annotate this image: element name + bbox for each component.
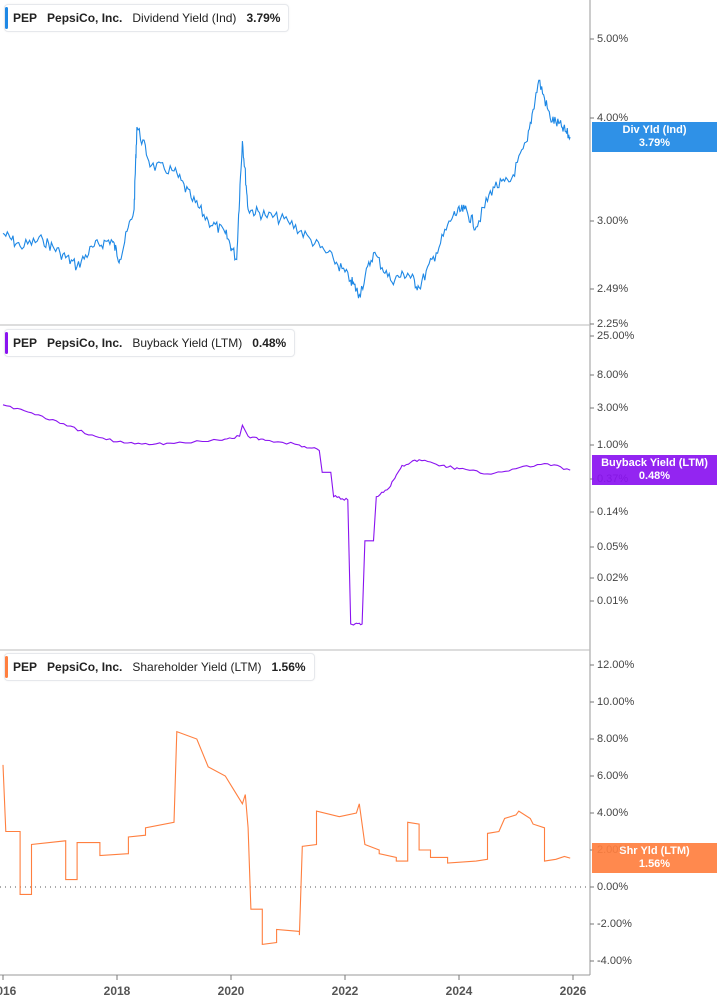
y-tick-label: -4.00%	[597, 955, 632, 967]
metric: Buyback Yield (LTM)	[132, 336, 243, 350]
y-tick-label: -2.00%	[597, 918, 632, 930]
shareholder-series-line	[2, 730, 571, 946]
price-tag-shareholder: Shr Yld (LTM) 1.56%	[592, 843, 717, 873]
company: PepsiCo, Inc.	[47, 660, 123, 674]
tag-value: 3.79%	[638, 137, 671, 149]
dividend-series-line	[2, 79, 571, 299]
buyback-series-line	[2, 404, 571, 626]
ticker: PEP	[13, 336, 38, 350]
tag-label: Div Yld (Ind)	[622, 124, 687, 136]
series-color-bar	[5, 7, 8, 29]
ticker: PEP	[13, 660, 38, 674]
x-tick-label: 2024	[445, 984, 473, 998]
price-tag-buyback: Buyback Yield (LTM) 0.48%	[592, 455, 717, 485]
x-tick-label: 2016	[0, 984, 17, 998]
y-tick-label: 2.49%	[597, 283, 629, 295]
y-tick-label: 6.00%	[597, 770, 629, 782]
y-tick-label: 0.01%	[597, 595, 629, 607]
y-tick-label: 0.14%	[597, 506, 629, 518]
y-tick-label: 8.00%	[597, 369, 629, 381]
y-tick-label: 0.02%	[597, 572, 629, 584]
value: 1.56%	[271, 660, 306, 674]
y-tick-label: 4.00%	[597, 807, 629, 819]
metric: Shareholder Yield (LTM)	[132, 660, 262, 674]
y-tick-label: 3.00%	[597, 215, 629, 227]
y-tick-label: 0.05%	[597, 541, 629, 553]
legend-shareholder: PEP PepsiCo, Inc. Shareholder Yield (LTM) 1…	[4, 653, 315, 681]
tag-label: Buyback Yield (LTM)	[601, 457, 708, 469]
x-tick-label: 2020	[217, 984, 245, 998]
tag-value: 1.56%	[638, 858, 671, 870]
legend-dividend: PEP PepsiCo, Inc. Dividend Yield (Ind) 3.79…	[4, 4, 290, 32]
y-tick-label: 10.00%	[597, 696, 635, 708]
y-tick-label: 4.00%	[597, 112, 629, 124]
y-tick-label: 0.00%	[597, 881, 629, 893]
series-color-bar	[5, 332, 8, 354]
legend-buyback: PEP PepsiCo, Inc. Buyback Yield (LTM) 0.48%	[4, 329, 296, 357]
ticker: PEP	[13, 11, 38, 25]
y-tick-label: 1.00%	[597, 439, 629, 451]
x-tick-label: 2022	[331, 984, 359, 998]
y-tick-label: 3.00%	[597, 402, 629, 414]
y-tick-label: 5.00%	[597, 33, 629, 45]
metric: Dividend Yield (Ind)	[132, 11, 237, 25]
value: 3.79%	[246, 11, 281, 25]
series-color-bar	[5, 656, 8, 678]
company: PepsiCo, Inc.	[47, 336, 123, 350]
tag-value: 0.48%	[638, 470, 671, 482]
x-tick-label: 2026	[559, 984, 587, 998]
value: 0.48%	[252, 336, 287, 350]
y-tick-label: 8.00%	[597, 733, 629, 745]
y-tick-label: 2.25%	[597, 318, 629, 330]
y-tick-label: 12.00%	[597, 659, 635, 671]
price-tag-dividend: Div Yld (Ind) 3.79%	[592, 122, 717, 152]
tag-label: Shr Yld (LTM)	[619, 845, 690, 857]
company: PepsiCo, Inc.	[47, 11, 123, 25]
x-tick-label: 2018	[103, 984, 131, 998]
y-tick-label: 25.00%	[597, 330, 635, 342]
